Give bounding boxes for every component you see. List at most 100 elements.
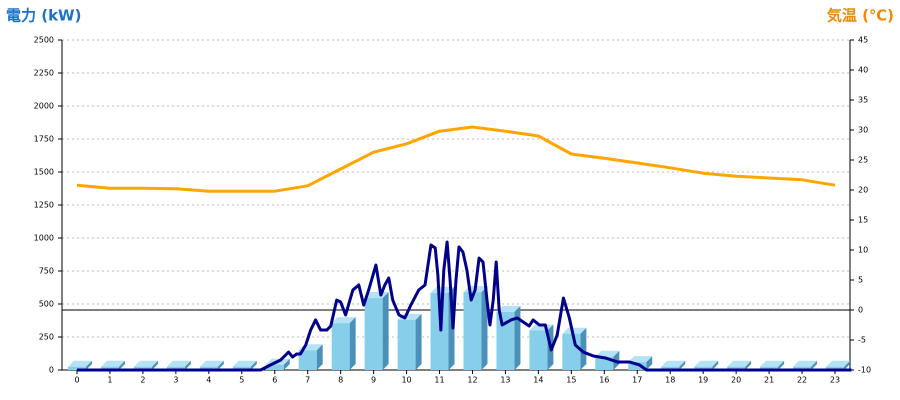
bar-top bbox=[628, 356, 653, 363]
x-tick-label: 23 bbox=[830, 376, 840, 385]
bar bbox=[331, 323, 350, 370]
bar-top bbox=[100, 360, 125, 367]
right-axis-title: 気温 (℃) bbox=[827, 7, 894, 25]
bar bbox=[529, 330, 548, 370]
bar-top bbox=[595, 350, 620, 357]
bar bbox=[232, 366, 251, 370]
bar-top bbox=[331, 317, 356, 324]
bar bbox=[397, 319, 416, 370]
bar-side bbox=[283, 358, 290, 370]
bar-side bbox=[712, 360, 719, 370]
x-tick-label: 13 bbox=[500, 376, 510, 385]
bar-side bbox=[118, 360, 125, 370]
y-tick-label: 2500 bbox=[34, 36, 54, 45]
bar-top bbox=[826, 360, 850, 367]
bar-side bbox=[514, 305, 521, 370]
bar-top bbox=[68, 360, 92, 367]
bar-side bbox=[86, 360, 92, 370]
x-tick-label: 14 bbox=[533, 376, 543, 385]
bar-side bbox=[415, 313, 422, 370]
bar-side bbox=[382, 292, 389, 370]
y-tick-label: 500 bbox=[39, 300, 54, 309]
y2-tick-label: 20 bbox=[858, 186, 868, 195]
bar-side bbox=[151, 360, 158, 370]
bar-top bbox=[661, 360, 686, 367]
bar-top bbox=[232, 360, 257, 367]
x-tick-label: 9 bbox=[371, 376, 376, 385]
bar bbox=[760, 366, 779, 370]
y2-tick-label: 25 bbox=[858, 156, 868, 165]
y-tick-label: 0 bbox=[49, 366, 54, 375]
bar-side bbox=[217, 360, 224, 370]
y2-tick-label: 30 bbox=[858, 126, 868, 135]
x-tick-label: 3 bbox=[173, 376, 178, 385]
x-tick-label: 0 bbox=[74, 376, 79, 385]
bar bbox=[826, 366, 844, 370]
bar-top bbox=[793, 360, 818, 367]
x-tick-label: 11 bbox=[434, 376, 444, 385]
bar bbox=[496, 311, 515, 370]
x-tick-label: 6 bbox=[272, 376, 277, 385]
bar-side bbox=[811, 360, 818, 370]
x-tick-label: 15 bbox=[566, 376, 576, 385]
y-tick-label: 1750 bbox=[34, 135, 54, 144]
x-tick-label: 5 bbox=[239, 376, 244, 385]
bar-side bbox=[184, 360, 191, 370]
y-tick-label: 2250 bbox=[34, 69, 54, 78]
bar-top bbox=[496, 305, 521, 312]
bar bbox=[430, 292, 449, 370]
bar-top bbox=[166, 360, 191, 367]
x-tick-label: 10 bbox=[401, 376, 411, 385]
x-tick-label: 12 bbox=[467, 376, 477, 385]
bar bbox=[166, 366, 185, 370]
x-tick-label: 2 bbox=[140, 376, 145, 385]
x-tick-label: 21 bbox=[764, 376, 774, 385]
bar-side bbox=[745, 360, 752, 370]
bar bbox=[793, 366, 812, 370]
y2-tick-label: 40 bbox=[858, 66, 868, 75]
y-tick-label: 2000 bbox=[34, 102, 54, 111]
left-axis-title: 電力 (kW) bbox=[6, 7, 81, 25]
bar-side bbox=[778, 360, 785, 370]
bar bbox=[265, 364, 284, 370]
y-tick-label: 1500 bbox=[34, 168, 54, 177]
x-tick-label: 16 bbox=[599, 376, 609, 385]
bar-top bbox=[694, 360, 719, 367]
bar-side bbox=[349, 317, 356, 370]
bar bbox=[562, 333, 581, 370]
bar bbox=[463, 292, 482, 370]
bar bbox=[628, 362, 647, 370]
x-tick-label: 19 bbox=[698, 376, 708, 385]
x-tick-label: 7 bbox=[305, 376, 310, 385]
bar bbox=[199, 366, 218, 370]
bar-top bbox=[562, 327, 587, 334]
y-tick-label: 1250 bbox=[34, 201, 54, 210]
x-tick-label: 1 bbox=[107, 376, 112, 385]
y2-tick-label: 15 bbox=[858, 216, 868, 225]
y2-tick-label: 10 bbox=[858, 246, 868, 255]
bar bbox=[661, 366, 680, 370]
y2-tick-label: 45 bbox=[858, 36, 868, 45]
bar bbox=[694, 366, 713, 370]
bar-top bbox=[760, 360, 785, 367]
bar-top bbox=[199, 360, 224, 367]
bar bbox=[298, 350, 317, 370]
bar-top bbox=[727, 360, 752, 367]
y-tick-label: 750 bbox=[39, 267, 54, 276]
bar-side bbox=[646, 356, 653, 370]
y2-tick-label: 0 bbox=[858, 306, 863, 315]
bar bbox=[727, 366, 746, 370]
bar bbox=[364, 298, 383, 370]
x-tick-label: 18 bbox=[665, 376, 675, 385]
bar-side bbox=[481, 286, 488, 370]
bar-side bbox=[250, 360, 257, 370]
y2-tick-label: -5 bbox=[858, 336, 866, 345]
line bbox=[76, 125, 836, 193]
y-tick-label: 1000 bbox=[34, 234, 54, 243]
y2-tick-label: -10 bbox=[858, 366, 871, 375]
line bbox=[77, 240, 852, 372]
y2-tick-label: 35 bbox=[858, 96, 868, 105]
x-tick-label: 17 bbox=[632, 376, 642, 385]
bar-side bbox=[844, 360, 850, 370]
